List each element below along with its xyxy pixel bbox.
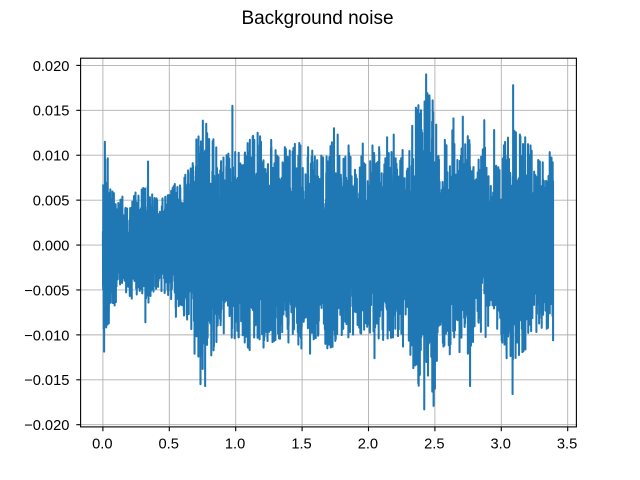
svg-text:−0.020: −0.020	[24, 418, 69, 434]
svg-text:Background noise: Background noise	[241, 8, 393, 29]
svg-text:−0.005: −0.005	[24, 283, 69, 299]
svg-text:2.0: 2.0	[358, 436, 378, 452]
svg-text:0.005: 0.005	[33, 194, 70, 210]
svg-text:0.5: 0.5	[159, 436, 179, 452]
svg-text:0.015: 0.015	[33, 104, 70, 120]
svg-text:−0.010: −0.010	[24, 328, 69, 344]
svg-text:1.5: 1.5	[291, 436, 311, 452]
svg-text:2.5: 2.5	[424, 436, 444, 452]
svg-text:0.020: 0.020	[33, 59, 70, 75]
svg-text:3.5: 3.5	[557, 436, 577, 452]
svg-text:0.010: 0.010	[33, 149, 70, 165]
svg-text:0.0: 0.0	[92, 436, 112, 452]
svg-text:3.0: 3.0	[491, 436, 511, 452]
svg-text:0.000: 0.000	[33, 238, 70, 254]
svg-text:1.0: 1.0	[225, 436, 245, 452]
svg-text:−0.015: −0.015	[24, 373, 69, 389]
